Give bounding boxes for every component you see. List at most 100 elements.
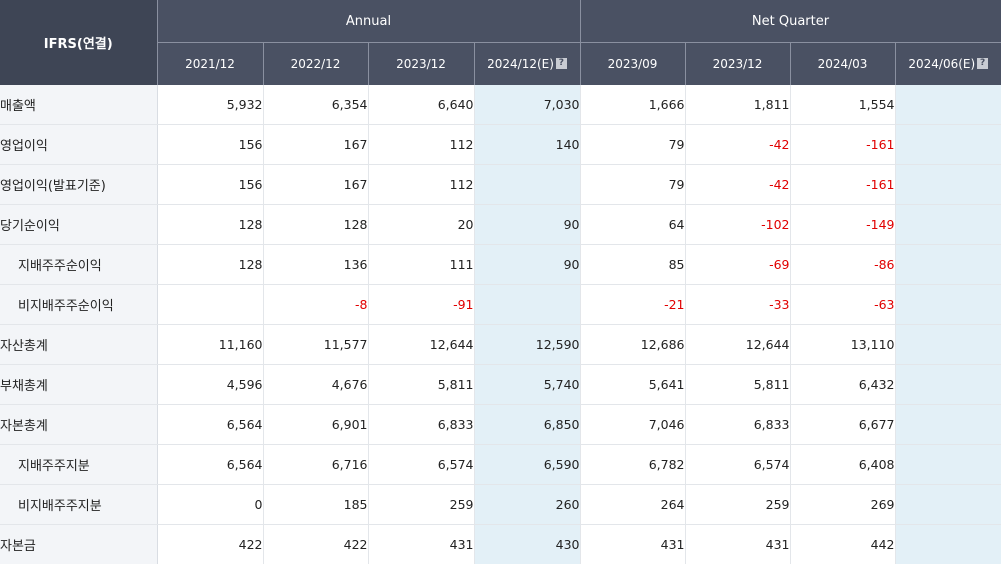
- row-label: 비지배주주순이익: [0, 285, 157, 325]
- group-header-annual: Annual: [157, 0, 580, 43]
- value-cell: 442: [790, 525, 895, 564]
- value-cell: 422: [263, 525, 368, 564]
- value-cell: -21: [580, 285, 685, 325]
- value-cell: 6,640: [368, 85, 474, 125]
- value-cell: [474, 285, 580, 325]
- value-cell: 12,590: [474, 325, 580, 365]
- value-cell: 64: [580, 205, 685, 245]
- row-label: 영업이익(발표기준): [0, 165, 157, 205]
- value-cell: 422: [157, 525, 263, 564]
- row-label: 지배주주지분: [0, 445, 157, 485]
- value-cell: 112: [368, 165, 474, 205]
- value-cell: -8: [263, 285, 368, 325]
- row-label: 매출액: [0, 85, 157, 125]
- value-cell: 112: [368, 125, 474, 165]
- value-cell: 140: [474, 125, 580, 165]
- value-cell: 156: [157, 125, 263, 165]
- value-cell: 6,354: [263, 85, 368, 125]
- value-cell: -69: [685, 245, 790, 285]
- value-cell: 6,574: [685, 445, 790, 485]
- value-cell: -42: [685, 165, 790, 205]
- estimate-help-icon[interactable]: ?: [977, 58, 988, 69]
- value-cell: [895, 525, 1001, 564]
- value-cell: -102: [685, 205, 790, 245]
- value-cell: 185: [263, 485, 368, 525]
- value-cell: -161: [790, 125, 895, 165]
- row-label: 자본금: [0, 525, 157, 564]
- value-cell: 4,676: [263, 365, 368, 405]
- value-cell: 11,577: [263, 325, 368, 365]
- value-cell: [895, 325, 1001, 365]
- value-cell: 6,716: [263, 445, 368, 485]
- value-cell: 128: [263, 205, 368, 245]
- value-cell: [895, 285, 1001, 325]
- value-cell: 111: [368, 245, 474, 285]
- value-cell: [474, 165, 580, 205]
- value-cell: [895, 365, 1001, 405]
- value-cell: 6,901: [263, 405, 368, 445]
- value-cell: 6,850: [474, 405, 580, 445]
- period-label: 2024/06(E): [908, 57, 975, 71]
- value-cell: -161: [790, 165, 895, 205]
- value-cell: 6,677: [790, 405, 895, 445]
- value-cell: 431: [368, 525, 474, 564]
- value-cell: 4,596: [157, 365, 263, 405]
- value-cell: 259: [368, 485, 474, 525]
- value-cell: 5,811: [685, 365, 790, 405]
- row-label: 비지배주주지분: [0, 485, 157, 525]
- value-cell: 430: [474, 525, 580, 564]
- value-cell: [895, 445, 1001, 485]
- value-cell: 269: [790, 485, 895, 525]
- value-cell: 13,110: [790, 325, 895, 365]
- value-cell: 12,644: [685, 325, 790, 365]
- value-cell: 90: [474, 205, 580, 245]
- value-cell: -42: [685, 125, 790, 165]
- value-cell: 128: [157, 205, 263, 245]
- value-cell: 156: [157, 165, 263, 205]
- value-cell: 167: [263, 165, 368, 205]
- value-cell: 6,833: [368, 405, 474, 445]
- period-label: 2023/12: [713, 57, 763, 71]
- estimate-help-icon[interactable]: ?: [556, 58, 567, 69]
- value-cell: [895, 165, 1001, 205]
- row-label: 영업이익: [0, 125, 157, 165]
- value-cell: 264: [580, 485, 685, 525]
- value-cell: 7,030: [474, 85, 580, 125]
- value-cell: 1,811: [685, 85, 790, 125]
- value-cell: 1,666: [580, 85, 685, 125]
- value-cell: 6,432: [790, 365, 895, 405]
- value-cell: -149: [790, 205, 895, 245]
- value-cell: 6,782: [580, 445, 685, 485]
- header-group-row: IFRS(연결) Annual Net Quarter: [0, 0, 1001, 43]
- value-cell: [895, 485, 1001, 525]
- value-cell: 6,564: [157, 405, 263, 445]
- value-cell: 7,046: [580, 405, 685, 445]
- value-cell: [895, 405, 1001, 445]
- period-header: 2023/12: [368, 43, 474, 86]
- corner-header: IFRS(연결): [0, 0, 157, 85]
- table-row: 비지배주주순이익-8-91-21-33-63: [0, 285, 1001, 325]
- value-cell: -33: [685, 285, 790, 325]
- value-cell: -91: [368, 285, 474, 325]
- period-label: 2023/09: [608, 57, 658, 71]
- row-label: 지배주주순이익: [0, 245, 157, 285]
- value-cell: [895, 245, 1001, 285]
- row-label: 당기순이익: [0, 205, 157, 245]
- value-cell: 5,740: [474, 365, 580, 405]
- value-cell: 11,160: [157, 325, 263, 365]
- value-cell: 259: [685, 485, 790, 525]
- period-label: 2023/12: [396, 57, 446, 71]
- period-header: 2023/12: [685, 43, 790, 86]
- value-cell: 1,554: [790, 85, 895, 125]
- row-label: 부채총계: [0, 365, 157, 405]
- value-cell: 6,833: [685, 405, 790, 445]
- period-header: 2024/12(E)?: [474, 43, 580, 86]
